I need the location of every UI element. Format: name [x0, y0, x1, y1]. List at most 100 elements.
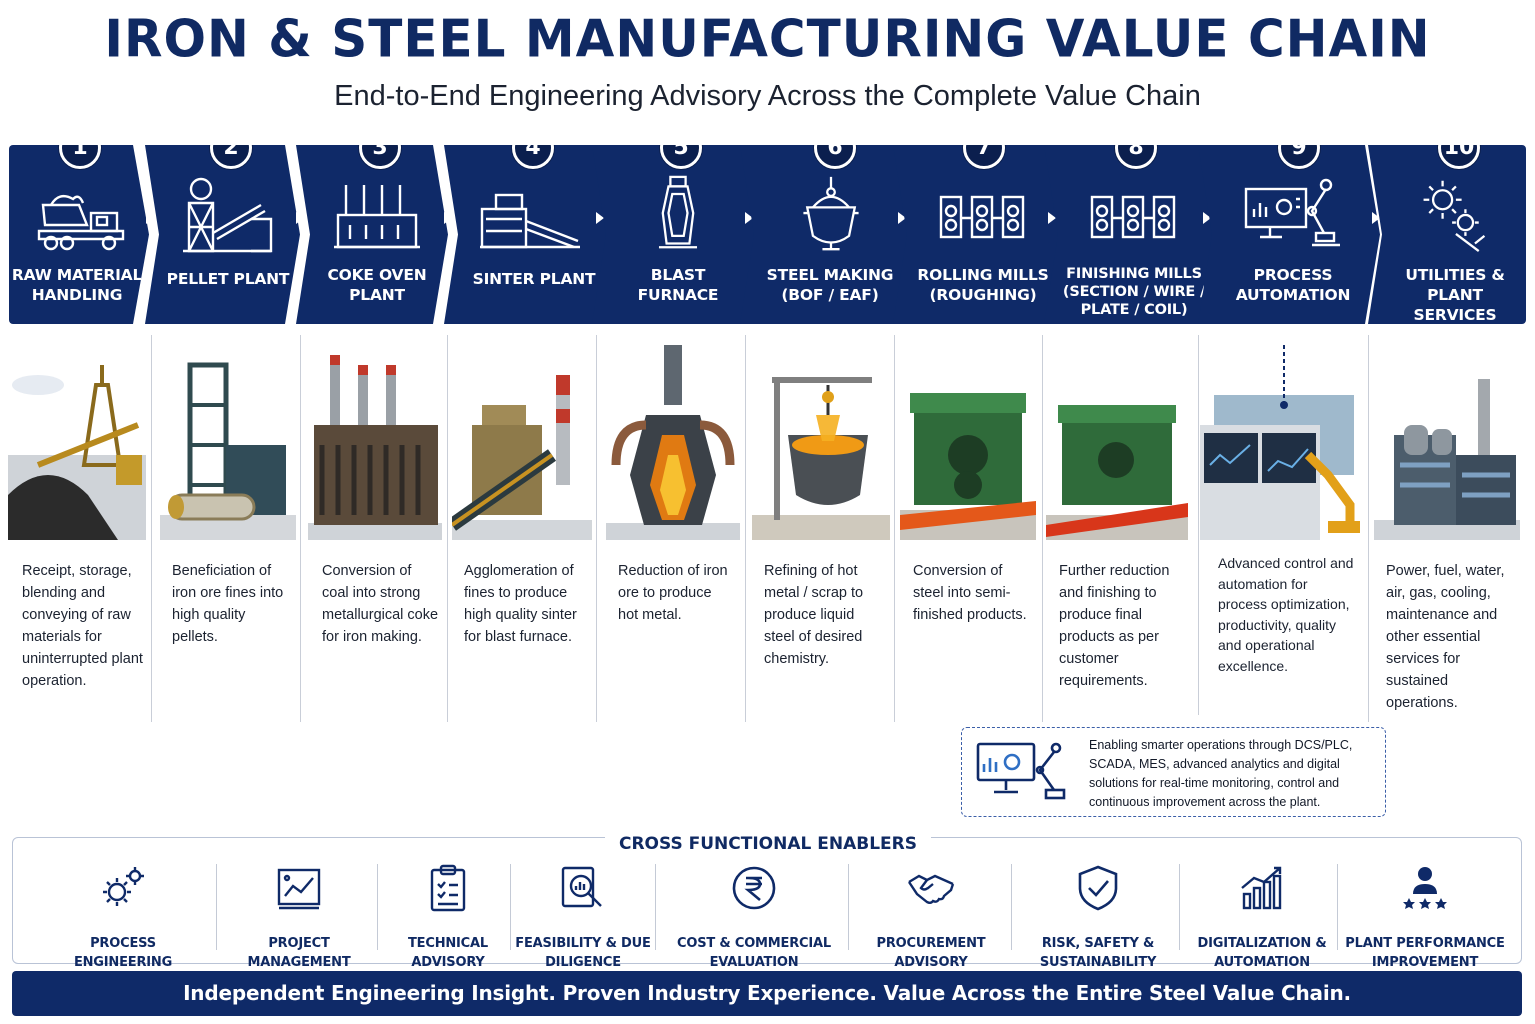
handshake-icon [908, 874, 955, 904]
enabler-plant-performance-improvement: PLANT PERFORMANCE IMPROVEMENT [1343, 858, 1507, 970]
stage-description: Refining of hot metal / scrap to produce… [764, 563, 864, 667]
enabler-label: FEASIBILITY & DUE DILIGENCE [515, 936, 651, 970]
flow-arrow-icon [1372, 212, 1380, 224]
stage-description: Power, fuel, water, air, gas, cooling, m… [1386, 563, 1505, 711]
enabler-label: PROCESS ENGINEERING [73, 936, 173, 970]
stage-label: PROCESS AUTOMATION [1235, 266, 1351, 304]
footer-banner: Independent Engineering Insight. Proven … [12, 971, 1522, 1016]
enabler-technical-advisory: TECHNICAL ADVISORY [385, 858, 511, 970]
enabler-label: COST & COMMERCIAL EVALUATION [677, 936, 831, 970]
gears-wrench-icon [1423, 180, 1486, 253]
automation-icon [1244, 178, 1340, 247]
cross-functional-enablers: CROSS FUNCTIONAL ENABLERS PROCESS ENGINE… [12, 834, 1522, 970]
column-divider [596, 335, 597, 722]
stage-number: 7 [963, 145, 1005, 169]
raw-material-yard-illustration [8, 365, 146, 540]
column-divider [1042, 335, 1043, 722]
stage-description: Conversion of coal into strong metallurg… [322, 563, 439, 645]
gears-icon [103, 867, 144, 906]
stage-number: 6 [814, 145, 856, 169]
stage-label: COKE OVEN PLANT [327, 266, 427, 304]
enabler-project-management: PROJECT MANAGEMENT [229, 858, 369, 970]
stage-number: 5 [660, 145, 702, 169]
sinter-plant-icon [480, 193, 580, 249]
column-divider [1368, 335, 1369, 722]
stage-steel-making: 6 STEEL MAKING (BOF / EAF) [740, 145, 910, 324]
column-divider [1198, 335, 1199, 715]
flow-arrow-icon [1203, 212, 1211, 224]
enabler-process-engineering: PROCESS ENGINEERING [53, 858, 193, 970]
project-board-icon [277, 868, 321, 910]
stage-description: Agglomeration of fines to produce high q… [464, 563, 577, 645]
enabler-label: TECHNICAL ADVISORY [408, 936, 488, 970]
stage-number: 1 [59, 145, 101, 169]
pellet-plant-illustration [160, 362, 296, 540]
stage-label: SINTER PLANT [472, 270, 596, 288]
stage-sinter-plant: 4 SINTER PLANT [444, 145, 614, 324]
enabler-digitalization-automation: DIGITALIZATION & AUTOMATION [1189, 858, 1335, 970]
flow-arrow-icon [596, 212, 604, 224]
stage-label: PELLET PLANT [166, 270, 290, 288]
stage-label: BLAST FURNACE [637, 266, 719, 304]
enabler-divider [1337, 864, 1338, 950]
enabler-label: PLANT PERFORMANCE IMPROVEMENT [1345, 936, 1505, 970]
stage-label: RAW MATERIAL HANDLING [11, 266, 143, 304]
sinter-plant-illustration [452, 375, 592, 540]
stage-number: 10 [1438, 145, 1480, 169]
coke-oven-illustration [308, 355, 442, 540]
column-divider [894, 335, 895, 722]
rupee-icon [732, 866, 776, 910]
flow-arrow-icon [146, 212, 154, 224]
pellet-plant-icon [183, 177, 273, 253]
enablers-title-text: CROSS FUNCTIONAL ENABLERS [604, 834, 932, 854]
stage-description: Receipt, storage, blending and conveying… [22, 563, 143, 689]
stage-description: Conversion of steel into semi-finished p… [913, 563, 1027, 623]
ladle-icon [803, 176, 859, 251]
stage-number: 9 [1278, 145, 1320, 169]
enabler-label: PROJECT MANAGEMENT [247, 936, 351, 970]
growth-chart-icon [1241, 866, 1282, 910]
stage-label: FINISHING MILLS (SECTION / WIRE / PLATE … [1062, 266, 1206, 318]
enabler-divider [216, 864, 217, 950]
enabler-risk-safety-sustainability: RISK, SAFETY & SUSTAINABILITY [1023, 858, 1173, 970]
enabler-divider [1011, 864, 1012, 950]
flow-arrow-icon [745, 212, 753, 224]
stage-number: 4 [512, 145, 554, 169]
dump-truck-icon [37, 194, 125, 251]
stage-description: Advanced control and automation for proc… [1218, 555, 1354, 674]
enabler-divider [510, 864, 511, 950]
utilities-plant-illustration [1374, 379, 1520, 540]
column-divider [151, 335, 152, 722]
page-title: IRON & STEEL MANUFACTURING VALUE CHAIN [104, 8, 1431, 70]
column-divider [745, 335, 746, 722]
enabler-divider [1179, 864, 1180, 950]
stage-pellet-plant: 2 PELLET PLANT [145, 145, 300, 324]
enabler-divider [848, 864, 849, 950]
coke-oven-icon [334, 185, 420, 249]
stage-description: Further reduction and finishing to produ… [1059, 563, 1170, 689]
stage-coke-oven-plant: 3 COKE OVEN PLANT [296, 145, 448, 324]
flow-arrow-icon [898, 212, 906, 224]
stage-number: 3 [359, 145, 401, 169]
finishing-mill-icon [1090, 195, 1176, 239]
flow-arrow-icon [1048, 212, 1056, 224]
stage-label: STEEL MAKING (BOF / EAF) [766, 266, 894, 304]
enabler-divider [655, 864, 656, 950]
stage-number: 8 [1115, 145, 1157, 169]
stage-description: Beneficiation of iron ore fines into hig… [172, 563, 284, 645]
monitor-robot-arm-icon [976, 742, 1066, 800]
stage-label: UTILITIES & PLANT SERVICES [1405, 266, 1505, 324]
stage-description: Reduction of iron ore to produce hot met… [618, 563, 728, 623]
flow-arrow-icon [444, 212, 452, 224]
stage-blast-furnace: 5 BLAST FURNACE [592, 145, 758, 324]
automation-callout: Enabling smarter operations through DCS/… [961, 727, 1386, 817]
blast-furnace-illustration [606, 345, 740, 540]
blast-furnace-icon [658, 175, 698, 249]
stage-finishing-mills: 8 FINISHING MILLS (SECTION / WIRE / PLAT… [1044, 145, 1222, 324]
enabler-divider [377, 864, 378, 950]
person-stars-icon [1403, 867, 1447, 909]
enabler-label: DIGITALIZATION & AUTOMATION [1197, 936, 1327, 970]
shield-check-icon [1078, 865, 1118, 911]
stage-process-automation: 9 PROCESS AUTOMATION [1198, 145, 1380, 324]
stage-number: 2 [210, 145, 252, 169]
